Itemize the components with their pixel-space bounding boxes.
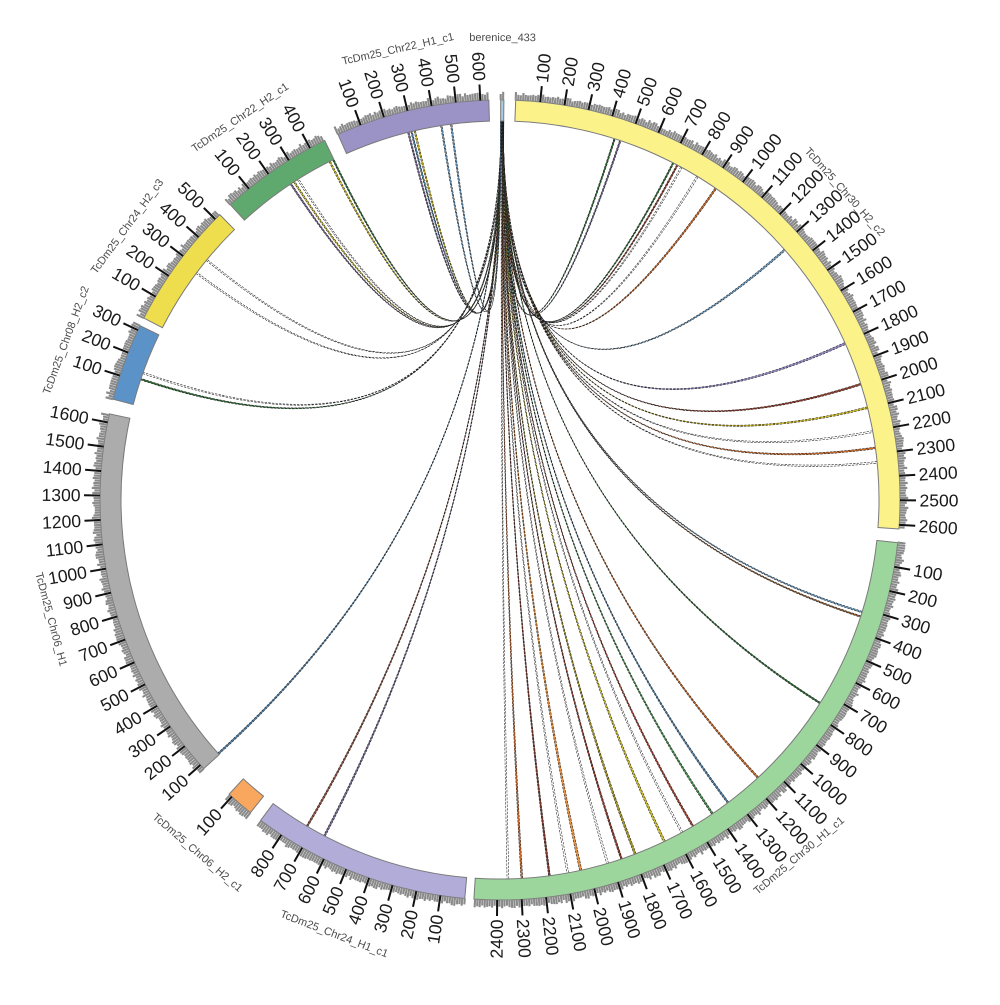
- svg-text:2200: 2200: [538, 916, 562, 957]
- svg-text:1100: 1100: [45, 537, 85, 561]
- svg-text:500: 500: [441, 53, 464, 84]
- svg-text:600: 600: [468, 51, 489, 81]
- svg-text:200: 200: [558, 55, 582, 87]
- svg-text:2600: 2600: [918, 516, 958, 538]
- svg-text:2300: 2300: [513, 918, 535, 958]
- svg-text:2300: 2300: [915, 434, 956, 459]
- svg-text:100: 100: [423, 913, 447, 945]
- svg-text:100: 100: [532, 52, 555, 83]
- svg-text:400: 400: [413, 56, 438, 88]
- svg-text:2400: 2400: [487, 919, 507, 958]
- svg-text:100: 100: [912, 560, 944, 585]
- svg-text:1300: 1300: [41, 485, 80, 505]
- svg-text:2400: 2400: [918, 462, 958, 484]
- svg-text:1400: 1400: [42, 457, 83, 480]
- svg-text:2500: 2500: [920, 490, 959, 510]
- svg-text:berenice_433: berenice_433: [469, 32, 536, 44]
- svg-text:1200: 1200: [42, 511, 82, 533]
